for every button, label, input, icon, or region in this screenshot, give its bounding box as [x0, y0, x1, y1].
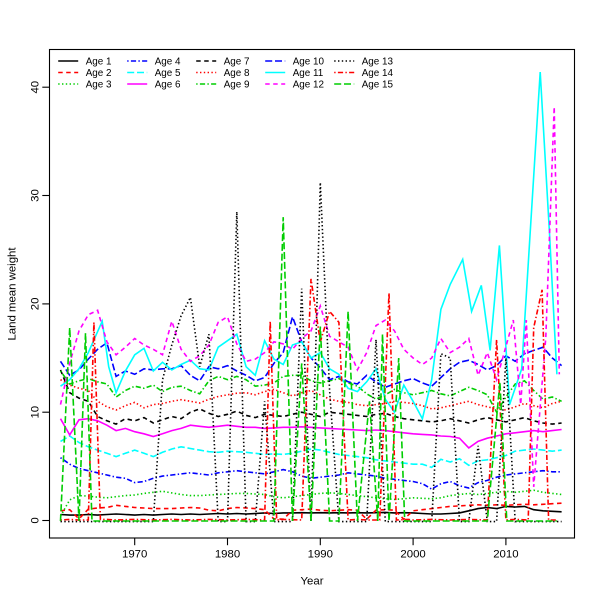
- svg-text:Age 4: Age 4: [155, 56, 181, 67]
- svg-text:20: 20: [30, 298, 42, 311]
- svg-text:Land mean weight: Land mean weight: [7, 247, 19, 341]
- svg-text:Age 1: Age 1: [86, 56, 112, 67]
- svg-text:Age 11: Age 11: [293, 68, 324, 79]
- svg-text:Age 10: Age 10: [293, 56, 325, 67]
- svg-text:0: 0: [30, 517, 42, 523]
- svg-text:Age 14: Age 14: [362, 68, 394, 79]
- svg-text:1970: 1970: [122, 549, 147, 561]
- svg-text:1980: 1980: [215, 549, 240, 561]
- svg-text:Age 5: Age 5: [155, 68, 181, 79]
- svg-text:10: 10: [30, 406, 42, 419]
- svg-text:Age 9: Age 9: [224, 79, 250, 90]
- svg-text:40: 40: [30, 81, 42, 94]
- svg-text:Age 3: Age 3: [86, 79, 112, 90]
- svg-text:Year: Year: [300, 576, 323, 588]
- svg-text:Age 12: Age 12: [293, 79, 324, 90]
- svg-text:2000: 2000: [400, 549, 425, 561]
- svg-text:Age 2: Age 2: [86, 68, 112, 79]
- svg-text:30: 30: [30, 189, 42, 202]
- svg-text:Age 13: Age 13: [362, 56, 394, 67]
- svg-text:1990: 1990: [308, 549, 333, 561]
- svg-text:Age 7: Age 7: [224, 56, 250, 67]
- svg-text:Age 15: Age 15: [362, 79, 394, 90]
- svg-text:Age 6: Age 6: [155, 79, 181, 90]
- svg-text:Age 8: Age 8: [224, 68, 250, 79]
- svg-text:2010: 2010: [493, 549, 518, 561]
